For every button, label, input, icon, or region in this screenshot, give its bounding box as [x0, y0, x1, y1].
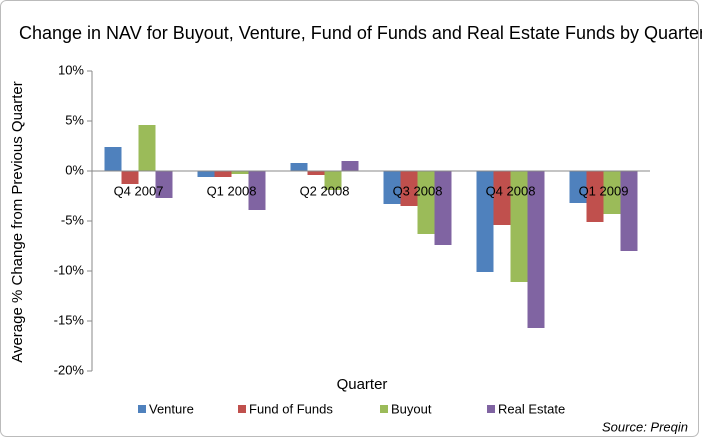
- x-axis-title: Quarter: [337, 376, 388, 393]
- bar: [510, 171, 528, 282]
- bar: [121, 171, 139, 184]
- y-tick-label: -10%: [54, 262, 85, 277]
- bar: [417, 171, 435, 234]
- bar: [341, 161, 359, 171]
- bar: [569, 171, 587, 203]
- x-tick-label: Q4 2007: [114, 183, 164, 198]
- y-tick-label: 5%: [65, 112, 84, 127]
- bar: [383, 171, 401, 204]
- bar: [586, 171, 604, 222]
- bar: [603, 171, 621, 214]
- bar: [290, 163, 308, 171]
- legend-swatch: [138, 405, 146, 413]
- bar: [493, 171, 511, 225]
- y-tick-label: 10%: [58, 62, 84, 77]
- source: Source: Preqin: [602, 419, 688, 434]
- bar: [214, 171, 232, 177]
- x-tick-label: Q3 2008: [393, 183, 443, 198]
- bar: [307, 171, 325, 175]
- x-tick-label: Q2 2008: [300, 183, 350, 198]
- bar: [620, 171, 638, 251]
- legend-swatch: [380, 405, 388, 413]
- x-tick-label: Q4 2008: [486, 183, 536, 198]
- bar: [527, 171, 545, 328]
- bar: [434, 171, 452, 245]
- y-tick-label: -5%: [61, 212, 85, 227]
- y-tick-label: -20%: [54, 362, 85, 377]
- y-tick-label: -15%: [54, 312, 85, 327]
- bar: [104, 147, 122, 171]
- x-tick-label: Q1 2008: [207, 183, 257, 198]
- bar: [248, 171, 266, 210]
- bar: [138, 125, 156, 171]
- x-tick-label: Q1 2009: [579, 183, 629, 198]
- bar: [155, 171, 173, 198]
- bar: [197, 171, 215, 177]
- bar: [476, 171, 494, 272]
- legend-label: Fund of Funds: [249, 401, 333, 416]
- legend-swatch: [487, 405, 495, 413]
- legend-label: Venture: [149, 401, 194, 416]
- legend-swatch: [238, 405, 246, 413]
- y-tick-label: 0%: [65, 162, 84, 177]
- bar: [231, 171, 249, 174]
- bar: [324, 171, 342, 190]
- legend-label: Real Estate: [498, 401, 565, 416]
- legend-label: Buyout: [391, 401, 432, 416]
- y-axis-title: Average % Change from Previous Quarter: [9, 81, 26, 363]
- bar: [400, 171, 418, 206]
- chart-title: Change in NAV for Buyout, Venture, Fund …: [19, 23, 702, 43]
